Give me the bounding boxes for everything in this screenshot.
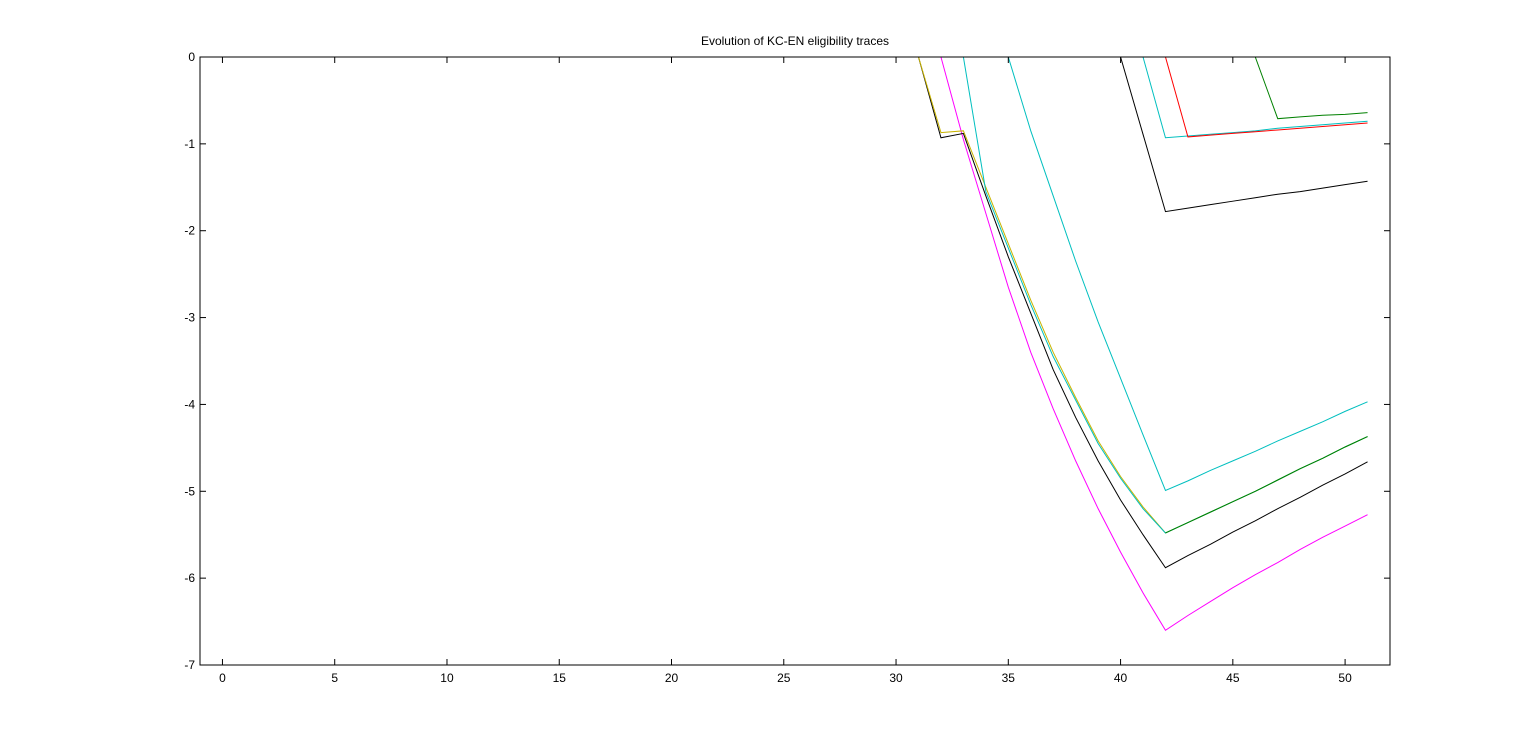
y-tick-label: -4 — [184, 397, 195, 411]
series-line — [222, 57, 1368, 631]
y-tick-label: -3 — [184, 311, 195, 325]
series-line — [222, 57, 1368, 139]
chart-title: Evolution of KC-EN eligibility traces — [701, 34, 889, 48]
lines — [222, 57, 1368, 631]
axes-frame — [199, 56, 1391, 666]
series-line — [222, 57, 1368, 120]
y-tick-label: 0 — [188, 50, 195, 64]
y-tick-label: -2 — [184, 224, 195, 238]
y-tick-label: -6 — [184, 571, 195, 585]
x-tick-label: 50 — [1338, 671, 1352, 685]
x-tick-label: 10 — [440, 671, 454, 685]
x-tick-label: 20 — [665, 671, 679, 685]
series-line — [1165, 436, 1368, 534]
y-tick-label: -5 — [184, 484, 195, 498]
x-tick-label: 5 — [331, 671, 338, 685]
x-tick-label: 0 — [219, 671, 226, 685]
y-tick-label: -1 — [184, 137, 195, 151]
x-tick-label: 25 — [777, 671, 791, 685]
x-tick-label: 40 — [1114, 671, 1128, 685]
x-tick-label: 35 — [1002, 671, 1016, 685]
x-tick-label: 45 — [1226, 671, 1240, 685]
plot-area — [200, 57, 1390, 665]
x-tick-label: 30 — [889, 671, 903, 685]
series-line — [222, 57, 1368, 569]
y-tick-label: -7 — [184, 658, 195, 672]
x-tick-label: 15 — [553, 671, 567, 685]
series-line — [222, 57, 1368, 138]
series-line — [222, 57, 1368, 492]
series-line — [222, 57, 1368, 213]
